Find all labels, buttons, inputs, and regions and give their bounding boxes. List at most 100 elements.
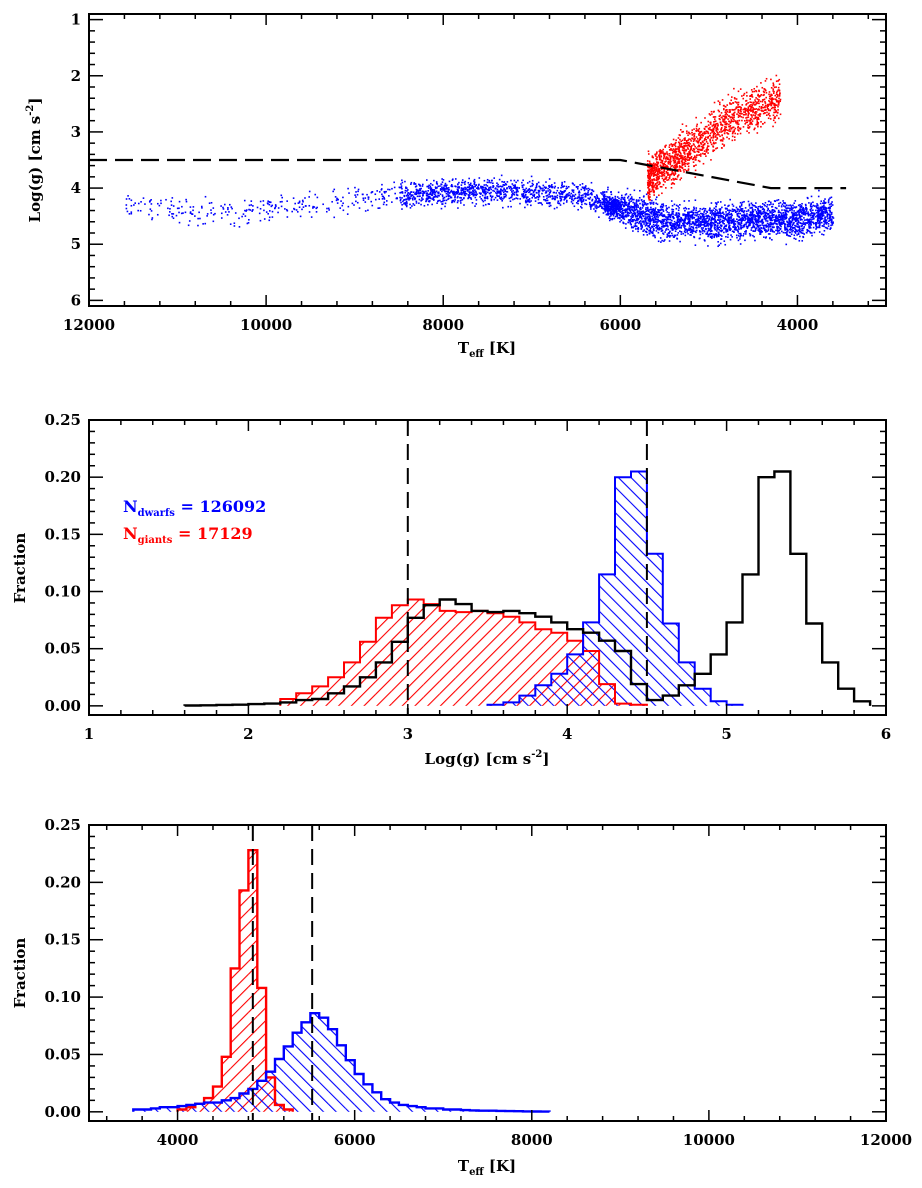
giant-point: [714, 142, 717, 144]
giant-point: [742, 94, 745, 97]
dwarf-point: [768, 209, 771, 212]
giant-point: [656, 185, 658, 188]
dwarf-point: [653, 225, 656, 228]
dwarf-point: [829, 214, 831, 217]
dwarf-point: [705, 212, 707, 215]
dwarf-point: [562, 202, 565, 205]
dwarf-point: [429, 187, 432, 189]
dwarf-point: [650, 231, 653, 234]
dwarf-point: [529, 193, 532, 196]
dwarf-point: [818, 226, 821, 229]
dwarf-point: [682, 214, 684, 216]
dwarf-point: [298, 200, 301, 203]
dwarf-point: [791, 224, 794, 227]
dwarf-point: [627, 221, 630, 224]
dwarf-point: [657, 210, 660, 213]
dwarf-point: [798, 214, 801, 217]
dwarf-point: [780, 218, 783, 221]
dwarf-point: [377, 207, 380, 209]
dwarf-point: [771, 216, 773, 219]
dwarf-point: [642, 196, 645, 198]
dwarf-point: [524, 191, 526, 194]
dwarf-point: [692, 230, 695, 232]
dwarf-point: [172, 205, 175, 207]
dwarf-point: [819, 209, 822, 212]
dwarf-point: [500, 192, 502, 194]
dwarf-point: [774, 216, 776, 219]
giant-point: [762, 94, 765, 97]
dwarf-point: [830, 221, 833, 224]
giant-point: [664, 163, 667, 166]
dwarf-point: [630, 205, 632, 208]
dwarf-point: [428, 195, 431, 198]
dwarf-point: [441, 194, 444, 196]
giant-point: [647, 153, 650, 155]
dwarf-point: [659, 237, 662, 239]
dwarf-point: [810, 202, 813, 205]
dwarf-point: [790, 205, 793, 207]
dwarf-point: [802, 208, 804, 211]
dwarf-point: [432, 198, 435, 200]
dwarf-point: [782, 222, 785, 225]
dwarf-point: [650, 208, 653, 211]
dwarf-point: [585, 199, 587, 202]
dwarf-point: [719, 224, 722, 227]
dwarf-point: [596, 200, 599, 203]
dwarf-point: [561, 192, 563, 194]
dwarf-point: [490, 199, 493, 202]
dwarf-point: [799, 228, 801, 230]
giant-point: [672, 152, 674, 154]
dwarf-point: [829, 206, 831, 208]
giant-point: [765, 96, 767, 99]
dwarf-point: [585, 193, 588, 195]
dwarf-point: [499, 185, 502, 188]
dwarf-point: [788, 222, 790, 225]
dwarf-point: [701, 220, 703, 223]
dwarf-point: [731, 214, 733, 217]
dwarf-point: [769, 225, 772, 228]
dwarf-point: [649, 229, 652, 231]
dwarf-point: [474, 205, 476, 207]
dwarf-point: [673, 225, 676, 228]
dwarf-point: [226, 214, 229, 216]
dwarf-point: [625, 204, 628, 206]
dwarf-point: [622, 222, 625, 225]
dwarf-point: [189, 206, 192, 208]
dwarf-point: [484, 203, 487, 206]
dwarf-point: [499, 190, 502, 193]
dwarf-point: [627, 205, 630, 207]
dwarf-point: [220, 212, 223, 215]
dwarf-point: [563, 199, 566, 201]
dwarf-point: [412, 197, 414, 200]
giant-point: [685, 149, 688, 151]
dwarf-point: [607, 188, 609, 191]
dwarf-point: [810, 213, 812, 215]
dwarf-point: [480, 197, 483, 200]
dwarf-point: [582, 187, 585, 190]
dwarf-point: [805, 231, 808, 234]
dwarf-point: [302, 200, 304, 203]
dwarf-point: [778, 202, 780, 205]
dwarf-point: [259, 219, 262, 222]
dwarf-point: [531, 182, 534, 185]
dwarf-point: [754, 206, 757, 208]
dwarf-point: [305, 205, 307, 207]
dwarf-point: [795, 216, 797, 219]
dwarf-point: [243, 199, 246, 202]
giant-point: [707, 135, 710, 138]
dwarf-point: [691, 216, 694, 218]
giant-point: [728, 111, 731, 114]
dwarf-point: [510, 189, 512, 191]
dwarf-point: [524, 200, 527, 203]
dwarf-point: [588, 188, 591, 191]
dwarf-point: [706, 223, 709, 226]
dwarf-point: [812, 222, 815, 225]
dwarf-point: [760, 231, 762, 234]
dwarf-point: [668, 215, 671, 218]
dwarf-point: [420, 187, 422, 190]
giant-point: [772, 84, 775, 87]
giant-point: [776, 114, 778, 117]
dwarf-point: [695, 214, 698, 217]
giant-point: [699, 137, 701, 139]
dwarf-point: [812, 221, 814, 224]
